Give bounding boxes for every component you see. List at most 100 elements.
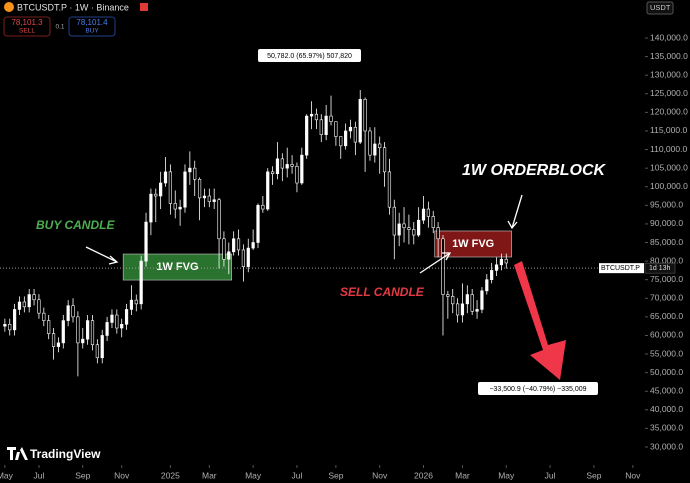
countdown: 1d 13h: [649, 265, 671, 272]
y-tick-label: 85,000.0: [650, 237, 683, 247]
candle-body: [100, 335, 104, 359]
candle-body: [460, 303, 465, 316]
candle-body: [13, 309, 17, 331]
candle-body: [339, 136, 343, 147]
candle-body: [431, 216, 435, 228]
candle-body: [402, 223, 406, 228]
candle-body: [37, 299, 41, 314]
orderblock-arrow: [507, 194, 523, 230]
candle-body: [95, 344, 99, 359]
candle-body: [421, 208, 426, 221]
sell-price: 78,101.3: [11, 18, 43, 27]
y-tick-label: 65,000.0: [650, 311, 683, 321]
candle-body: [344, 130, 348, 147]
x-tick-label: Sep: [586, 470, 601, 480]
candle-body: [154, 193, 158, 197]
currency-box[interactable]: [646, 1, 674, 15]
candle-body: [66, 305, 70, 321]
candle-body: [494, 264, 499, 271]
candle-body: [217, 199, 221, 240]
candle-body: [144, 221, 148, 262]
candle-body: [42, 312, 46, 321]
candle-body: [51, 333, 56, 347]
candle-body: [173, 203, 177, 210]
buy-button[interactable]: [68, 16, 116, 37]
candle-body: [490, 270, 494, 280]
candle-body: [105, 322, 109, 336]
candle-body: [3, 324, 7, 327]
candle-body: [436, 227, 440, 240]
candle-body: [358, 99, 362, 143]
sell-button[interactable]: [3, 16, 51, 37]
plot: 1W FVG 1W FVG: [0, 37, 648, 468]
candle-body: [266, 171, 270, 210]
candle-body: [261, 205, 265, 210]
candle-body: [149, 193, 153, 223]
candle-body: [451, 296, 455, 305]
candle-body: [329, 115, 333, 122]
y-tick-label: 100,000.0: [650, 181, 688, 191]
candle-body: [271, 171, 275, 175]
candle-body: [290, 164, 294, 167]
candle-body: [236, 238, 241, 251]
candle-body: [504, 258, 508, 264]
y-tick-label: 75,000.0: [650, 274, 683, 284]
x-tick-label: Jul: [292, 470, 303, 480]
candle-body: [417, 219, 421, 236]
candle-body: [280, 158, 284, 169]
candle-body: [324, 115, 328, 135]
candle-body: [363, 99, 367, 132]
candle-body: [241, 249, 245, 267]
candle-body: [27, 294, 31, 308]
buy-arrow: [85, 246, 119, 265]
candle-body: [183, 171, 187, 208]
candle-body: [168, 171, 172, 204]
candle-body: [319, 119, 323, 135]
candle-body: [188, 167, 192, 173]
candle-body: [90, 320, 95, 346]
candle-body: [475, 309, 479, 312]
candle-body: [305, 115, 309, 156]
flag: [140, 3, 148, 11]
candle-body: [110, 314, 114, 323]
currency: USDT: [650, 3, 671, 12]
buy-price: 78,101.4: [76, 18, 108, 27]
x-tick-label: Mar: [455, 470, 470, 480]
candle-body: [314, 113, 319, 121]
y-tick-label: 110,000.0: [650, 144, 687, 154]
candle-body: [246, 247, 250, 267]
candle-body: [285, 164, 289, 169]
candle-body: [86, 320, 90, 340]
candle-body: [134, 299, 138, 305]
candle-body: [392, 206, 396, 236]
fvg-label: 1W FVG: [452, 238, 494, 250]
y-tick-label: 90,000.0: [650, 218, 683, 228]
y-tick-label: 130,000.0: [650, 69, 688, 79]
x-tick-label: Jul: [34, 470, 45, 480]
spread: 0.1: [55, 24, 64, 31]
y-tick-label: 140,000.0: [650, 32, 688, 42]
brand-logo: [7, 447, 28, 460]
candle-body: [455, 303, 460, 316]
sell-label: SELL: [19, 28, 35, 35]
coin-icon: [4, 2, 14, 12]
candle-body: [251, 242, 255, 249]
measure-up: 50,782.0 (65.97%) 507,820: [267, 53, 352, 60]
candle-body: [222, 238, 226, 260]
candle-body: [17, 301, 22, 310]
brand: TradingView: [30, 447, 101, 461]
sell-arrow: [419, 252, 452, 274]
candle-body: [227, 251, 231, 260]
candle-body: [159, 182, 163, 197]
candle-body: [397, 223, 401, 236]
candle-body: [47, 320, 51, 334]
candle-body: [256, 205, 260, 243]
candle-body: [387, 171, 392, 208]
candle-body: [295, 165, 299, 184]
y-tick-label: 120,000.0: [650, 107, 688, 117]
candle-body: [232, 238, 236, 253]
candle-body: [8, 324, 12, 331]
y-tick-label: 30,000.0: [650, 441, 683, 451]
